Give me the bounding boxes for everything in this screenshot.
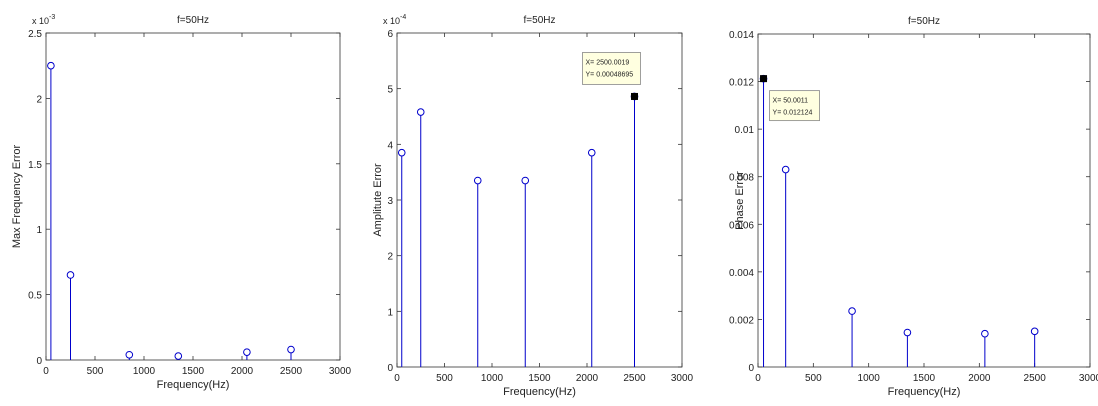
- y-tick-label: 0: [387, 363, 393, 374]
- y-tick-label: 2: [36, 94, 42, 105]
- stem-marker: [903, 328, 912, 337]
- stem-marker: [125, 350, 134, 359]
- x-tick-label: 1500: [913, 373, 936, 384]
- y-tick-label: 0.008: [729, 173, 754, 184]
- stem-marker: [781, 165, 790, 174]
- y-tick-label: 5: [387, 85, 393, 96]
- x-tick-label: 3000: [329, 366, 352, 377]
- x-tick-label: 2500: [1024, 373, 1047, 384]
- stem-marker: [47, 61, 55, 70]
- x-tick-label: 1500: [528, 373, 551, 384]
- chart-title: f=50Hz: [177, 15, 209, 26]
- x-tick-label: 0: [394, 373, 400, 384]
- y-tick-label: 0.012: [729, 78, 754, 89]
- plot-area-frame: [757, 33, 1091, 368]
- stem-marker: [848, 307, 856, 315]
- x-tick-label: 500: [87, 366, 104, 377]
- stem-marker: [397, 148, 406, 157]
- x-tick-label: 1500: [182, 366, 205, 377]
- x-tick-label: 2000: [576, 373, 599, 384]
- x-tick-label: 500: [436, 373, 453, 384]
- plot-area-frame: [45, 32, 341, 361]
- stem-marker: [287, 345, 295, 354]
- datatip-x-label: X= 50.0011: [773, 98, 809, 105]
- x-tick-label: 0: [755, 373, 761, 384]
- x-tick-label: 1000: [481, 373, 504, 384]
- chart-title: f=50Hz: [908, 16, 940, 27]
- x-tick-label: 500: [805, 373, 822, 384]
- y-axis-label: Phase Error: [734, 171, 746, 230]
- stem-marker: [1030, 327, 1039, 336]
- y-tick-label: 4: [387, 140, 393, 151]
- y-tick-label: 1: [36, 225, 42, 236]
- x-tick-label: 3000: [1079, 373, 1098, 384]
- stem-marker: [174, 352, 183, 360]
- y-axis-label: Amplitute Error: [372, 163, 384, 237]
- stem-marker: [243, 348, 251, 356]
- x-tick-label: 3000: [671, 373, 694, 384]
- datatip-box: [582, 52, 641, 85]
- x-axis-label: Frequency(Hz): [157, 379, 230, 391]
- chart-panel: 0 500 1000 1500 2000 2500 3000 0 0.002 0.004 0.006…: [729, 16, 1098, 398]
- y-axis-label: Max Frequency Error: [11, 145, 23, 249]
- y-axis-exponent: x 10-3: [32, 14, 55, 26]
- y-tick-label: 0.002: [729, 315, 754, 326]
- chart-panel: 0 500 1000 1500 2000 2500 3000 0 1 2 3 4 5 6 x 10-4 f=5…: [372, 14, 694, 398]
- datatip-y-label: Y= 0.00048695: [586, 71, 634, 78]
- stem-marker: [981, 329, 989, 338]
- x-tick-label: 2500: [623, 373, 646, 384]
- y-tick-label: 0.5: [28, 291, 42, 302]
- stem-marker: [587, 148, 596, 157]
- x-axis-label: Frequency(Hz): [503, 386, 576, 398]
- datatip-x-label: X= 2500.0019: [586, 59, 630, 66]
- y-exponent-base: x 10: [383, 16, 400, 26]
- y-tick-label: 2.5: [28, 29, 42, 40]
- y-tick-label: 0: [36, 356, 42, 367]
- datatip-y-label: Y= 0.012124: [773, 110, 813, 117]
- y-tick-label: 6: [387, 29, 393, 40]
- stem-marker: [416, 108, 425, 116]
- y-tick-label: 3: [387, 196, 393, 207]
- y-tick-label: 0.004: [729, 268, 754, 279]
- stem-marker: [473, 176, 482, 185]
- chart-panel: 0 500 1000 1500 2000 2500 3000 0 0.5 1 1.5 2 2.5 x 10…: [11, 14, 352, 391]
- y-exponent-power: -3: [49, 14, 55, 21]
- x-tick-label: 0: [43, 366, 49, 377]
- x-tick-label: 2000: [231, 366, 254, 377]
- y-tick-label: 1.5: [28, 160, 42, 171]
- x-axis-label: Frequency(Hz): [888, 386, 961, 398]
- y-tick-label: 2: [387, 252, 393, 263]
- y-tick-label: 0.006: [729, 220, 754, 231]
- stem-marker: [521, 176, 530, 185]
- datatip-anchor-marker: [631, 92, 638, 100]
- x-tick-label: 2500: [280, 366, 303, 377]
- datatip-anchor-marker: [760, 75, 768, 83]
- chart-title: f=50Hz: [524, 15, 556, 26]
- y-exponent-base: x 10: [32, 16, 49, 26]
- y-exponent-power: -4: [400, 14, 406, 21]
- datatip-box: [769, 90, 820, 122]
- x-tick-label: 2000: [968, 373, 991, 384]
- y-tick-label: 0.01: [735, 125, 755, 136]
- x-tick-label: 1000: [858, 373, 881, 384]
- y-tick-label: 0: [748, 363, 754, 374]
- x-tick-label: 1000: [133, 366, 156, 377]
- stem-marker: [66, 271, 75, 279]
- y-tick-label: 1: [387, 307, 393, 318]
- y-axis-exponent: x 10-4: [383, 14, 406, 26]
- y-tick-label: 0.014: [729, 30, 754, 41]
